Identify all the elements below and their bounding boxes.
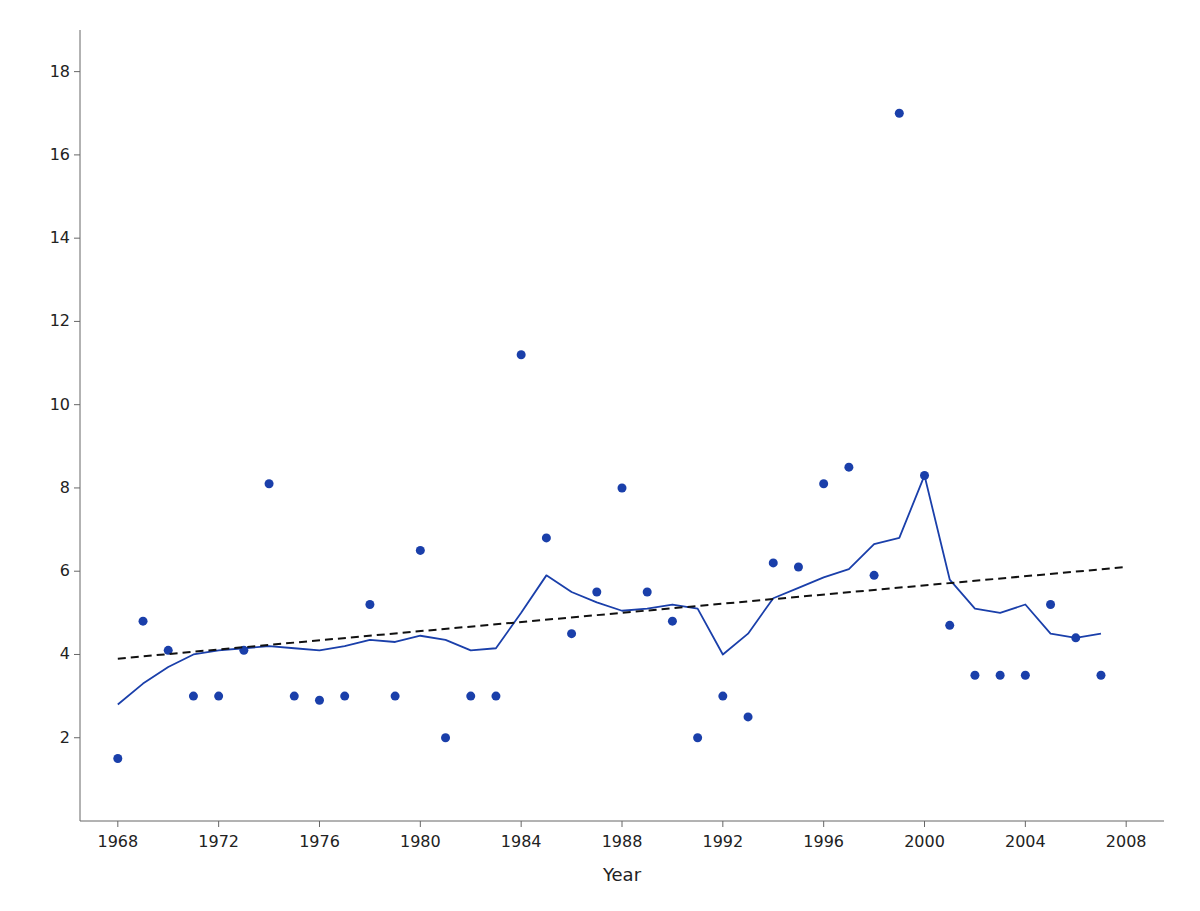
scatter-point	[996, 671, 1005, 680]
scatter-point	[1046, 600, 1055, 609]
y-axis-line	[80, 30, 81, 821]
scatter-point	[214, 692, 223, 701]
y-tick-label: 18	[50, 62, 70, 81]
scatter-point	[668, 617, 677, 626]
x-tick	[218, 821, 219, 827]
scatter-point	[189, 692, 198, 701]
y-tick	[74, 321, 80, 322]
x-tick-label: 2008	[1106, 832, 1147, 851]
y-tick-label: 10	[50, 395, 70, 414]
x-axis-label: Year	[602, 864, 642, 885]
x-tick	[722, 821, 723, 827]
x-tick	[521, 821, 522, 827]
x-tick-label: 1992	[702, 832, 743, 851]
x-tick-label: 1968	[97, 832, 138, 851]
moving-average-line	[118, 475, 1101, 704]
scatter-point	[567, 629, 576, 638]
scatter-point	[139, 617, 148, 626]
scatter-point	[517, 350, 526, 359]
x-tick-label: 1996	[803, 832, 844, 851]
scatter-point	[491, 692, 500, 701]
scatter-point	[970, 671, 979, 680]
y-tick-label: 14	[50, 228, 70, 247]
scatter-point	[265, 479, 274, 488]
x-tick	[420, 821, 421, 827]
x-tick	[117, 821, 118, 827]
scatter-point	[542, 533, 551, 542]
x-tick	[1126, 821, 1127, 827]
y-tick	[74, 238, 80, 239]
y-tick	[74, 487, 80, 488]
x-tick	[924, 821, 925, 827]
scatter-point	[895, 109, 904, 118]
scatter-point	[290, 692, 299, 701]
y-tick	[74, 737, 80, 738]
y-tick-label: 4	[60, 644, 70, 663]
scatter-point	[744, 712, 753, 721]
scatter-point	[365, 600, 374, 609]
y-tick	[74, 154, 80, 155]
x-tick-label: 1980	[400, 832, 441, 851]
scatter-point	[844, 463, 853, 472]
scatter-point	[618, 483, 627, 492]
y-tick-label: 16	[50, 145, 70, 164]
scatter-point	[592, 588, 601, 597]
scatter-point	[643, 588, 652, 597]
y-tick-label: 8	[60, 478, 70, 497]
axes: 1968 1972 1976 1980 1984 1988 1992 1996 2000 2004…	[50, 30, 1164, 851]
x-tick-label: 2000	[904, 832, 945, 851]
scatter-point	[441, 733, 450, 742]
scatter-point	[315, 696, 324, 705]
y-tick	[74, 404, 80, 405]
scatter-point	[718, 692, 727, 701]
scatter-point	[693, 733, 702, 742]
chart: 1968 1972 1976 1980 1984 1988 1992 1996 2000 2004…	[0, 0, 1200, 911]
scatter-point	[340, 692, 349, 701]
y-tick-label: 6	[60, 561, 70, 580]
scatter-point	[945, 621, 954, 630]
x-tick-label: 1972	[198, 832, 239, 851]
x-tick	[823, 821, 824, 827]
y-tick	[74, 654, 80, 655]
y-tick-label: 2	[60, 728, 70, 747]
y-tick	[74, 571, 80, 572]
x-tick-label: 1988	[602, 832, 643, 851]
y-tick	[74, 71, 80, 72]
x-tick-label: 1984	[501, 832, 542, 851]
x-tick	[319, 821, 320, 827]
scatter-point	[769, 558, 778, 567]
trend-line	[118, 567, 1126, 659]
scatter-point	[466, 692, 475, 701]
scatter-series	[113, 109, 1105, 763]
scatter-point	[1096, 671, 1105, 680]
x-tick-label: 1976	[299, 832, 340, 851]
plot-area	[113, 109, 1126, 763]
x-tick	[622, 821, 623, 827]
scatter-point	[1021, 671, 1030, 680]
scatter-point	[819, 479, 828, 488]
scatter-point	[391, 692, 400, 701]
scatter-point	[870, 571, 879, 580]
y-tick-label: 12	[50, 311, 70, 330]
scatter-point	[416, 546, 425, 555]
x-tick-label: 2004	[1005, 832, 1046, 851]
scatter-point	[113, 754, 122, 763]
scatter-point	[794, 563, 803, 572]
x-tick	[1025, 821, 1026, 827]
